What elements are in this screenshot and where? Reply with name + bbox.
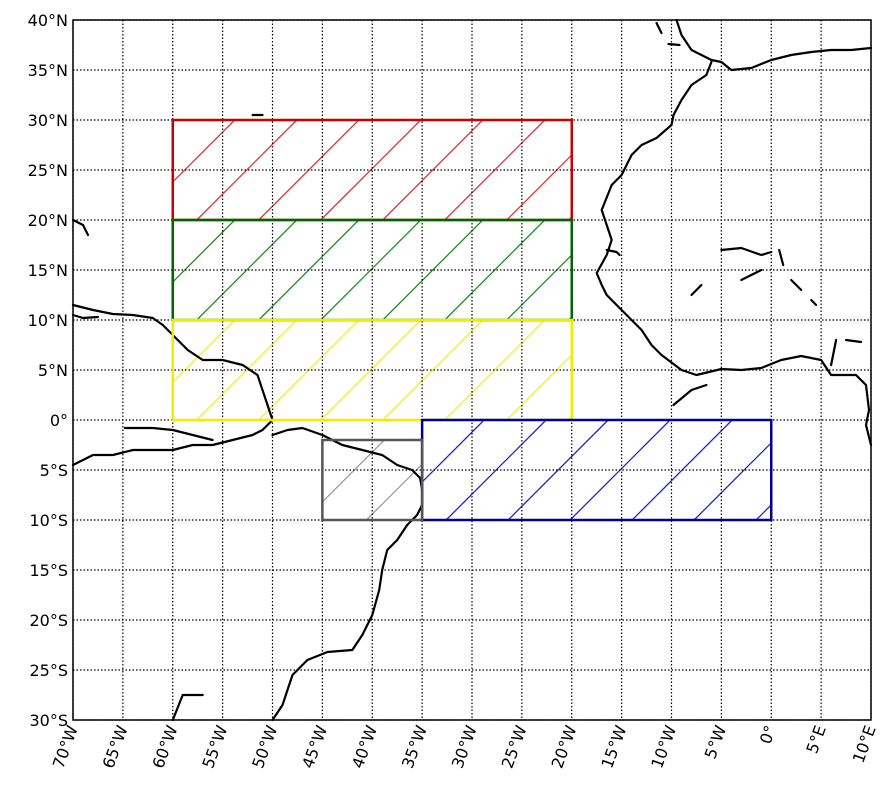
lon-tick-label: 50°W: [248, 723, 281, 771]
lon-tick-label: 60°W: [149, 723, 182, 771]
hatch-line: [568, 316, 572, 320]
coastline: [672, 383, 708, 407]
lat-tick-label: 30°S: [29, 711, 68, 730]
hatch-line: [172, 120, 236, 183]
hatch-line: [196, 120, 298, 220]
coastline: [123, 426, 214, 442]
hatch-line: [382, 120, 484, 220]
coastline: [595, 60, 873, 447]
hatch-line: [172, 220, 236, 283]
coastline: [171, 693, 204, 722]
lon-tick-label: 65°W: [99, 723, 132, 771]
hatch-line: [445, 420, 547, 520]
coastline: [655, 21, 663, 35]
hatch-line: [568, 216, 572, 220]
lon-tick-label: 10°E: [849, 723, 880, 766]
coastline: [790, 278, 803, 292]
region-outline-gray: [321, 438, 424, 522]
map-frame: [72, 19, 872, 721]
hatch-gray: [180, 440, 508, 520]
hatch-line: [631, 220, 731, 320]
lat-tick-label: 20°N: [28, 211, 68, 230]
coastline: [690, 283, 703, 297]
hatch-line: [693, 441, 772, 520]
lon-tick-label: 45°W: [298, 723, 331, 771]
hatch-line: [365, 463, 423, 520]
hatch-line: [444, 120, 546, 220]
lat-tick-label: 25°N: [28, 161, 68, 180]
lon-tick-label: 15°W: [597, 723, 630, 771]
coastline: [710, 46, 873, 72]
hatch-line: [507, 420, 609, 520]
coastline: [71, 303, 274, 467]
hatch-line: [322, 440, 323, 441]
hatch-line: [322, 440, 385, 503]
coastline: [778, 248, 785, 267]
lat-tick-label: 10°N: [28, 311, 68, 330]
lon-tick-label: 30°W: [448, 723, 481, 771]
lat-tick-label: 35°N: [28, 61, 68, 80]
lat-tick-label: 10°S: [29, 511, 68, 530]
region-outline-yellow: [171, 318, 573, 422]
lon-tick-label: 5°W: [701, 723, 731, 762]
longitude-labels: 70°W 65°W 60°W 55°W 50°W 45°W 40°W 35°W 30°W 25°W…: [49, 723, 880, 771]
lon-tick-label: 5°E: [802, 723, 830, 756]
lon-tick-label: 55°W: [198, 723, 231, 771]
coastline: [605, 248, 621, 257]
coastline: [271, 426, 424, 722]
lat-tick-label: 30°N: [28, 111, 68, 130]
lon-tick-label: 40°W: [348, 723, 381, 771]
hatch-line: [428, 440, 508, 520]
lat-tick-label: 15°S: [29, 561, 68, 580]
coastline: [667, 42, 681, 47]
hatch-line: [196, 320, 298, 420]
hatch-line: [422, 420, 423, 421]
lon-tick-label: 10°W: [647, 723, 680, 771]
lon-tick-label: 25°W: [498, 723, 531, 771]
hatch-line: [180, 440, 260, 520]
lat-tick-label: 25°S: [29, 661, 68, 680]
coastline: [720, 246, 773, 257]
region-outlines: [171, 118, 773, 522]
hatch-line: [382, 320, 484, 420]
coastlines: [71, 18, 873, 722]
coastline: [844, 338, 863, 344]
coastline: [829, 338, 838, 367]
coastline: [675, 18, 713, 62]
hatch-line: [568, 416, 572, 420]
lon-tick-label: 35°W: [398, 723, 431, 771]
lon-tick-label: 20°W: [548, 723, 581, 771]
hatch-line: [444, 220, 546, 320]
hatch-line: [172, 320, 236, 383]
hatch-line: [631, 120, 731, 220]
coastline: [740, 268, 763, 282]
region-outline-blue: [420, 418, 773, 522]
lat-tick-label: 20°S: [29, 611, 68, 630]
hatch-line: [382, 220, 484, 320]
lat-tick-label: 15°N: [28, 261, 68, 280]
lon-tick-label: 0°: [756, 723, 780, 747]
coastline: [810, 298, 818, 307]
latitude-labels: 40°N 35°N 30°N 25°N 20°N 15°N 10°N 5°N 0° 5°S 10°S…: [28, 11, 68, 730]
lat-tick-label: 5°S: [40, 461, 68, 480]
lat-tick-label: 5°N: [38, 361, 68, 380]
lat-tick-label: 40°N: [28, 11, 68, 30]
hatch-line: [444, 320, 546, 420]
hatch-line: [196, 220, 298, 320]
lat-tick-label: 0°: [50, 411, 68, 430]
coastline: [71, 218, 90, 237]
coastline: [71, 313, 100, 320]
